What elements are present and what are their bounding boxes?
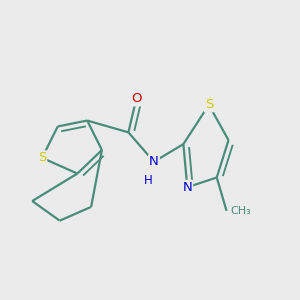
Text: S: S: [38, 152, 46, 164]
Text: O: O: [131, 92, 142, 106]
Text: CH₃: CH₃: [230, 206, 251, 216]
Text: S: S: [205, 98, 213, 111]
Text: N: N: [182, 181, 192, 194]
Text: H: H: [144, 174, 152, 187]
Text: N: N: [149, 155, 159, 168]
